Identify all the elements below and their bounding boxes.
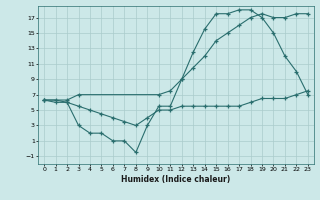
X-axis label: Humidex (Indice chaleur): Humidex (Indice chaleur) <box>121 175 231 184</box>
